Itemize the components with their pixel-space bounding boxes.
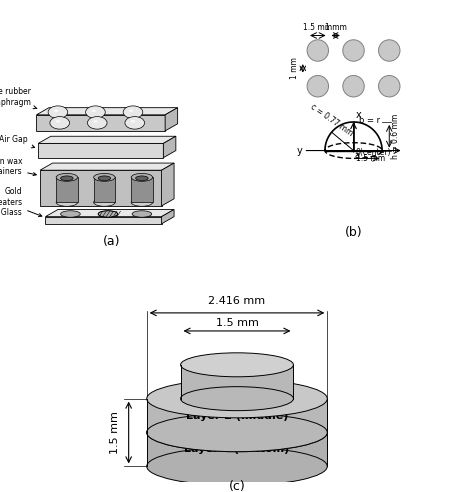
Polygon shape xyxy=(131,177,153,202)
Circle shape xyxy=(343,40,364,61)
Ellipse shape xyxy=(50,117,70,129)
Polygon shape xyxy=(46,216,162,224)
Polygon shape xyxy=(94,177,115,202)
Ellipse shape xyxy=(131,198,153,206)
Ellipse shape xyxy=(132,211,152,217)
Text: 1.5 mm: 1.5 mm xyxy=(109,411,119,454)
Text: 2.416 mm: 2.416 mm xyxy=(209,296,265,306)
Polygon shape xyxy=(40,170,162,206)
Text: c = 0.77 mm: c = 0.77 mm xyxy=(310,102,355,138)
Text: (b): (b) xyxy=(345,226,362,239)
Ellipse shape xyxy=(123,106,143,119)
Text: 1.5 mm: 1.5 mm xyxy=(216,317,258,328)
Circle shape xyxy=(379,40,400,61)
Ellipse shape xyxy=(56,120,60,123)
Ellipse shape xyxy=(48,106,68,119)
Polygon shape xyxy=(162,163,174,206)
Text: 0(center): 0(center) xyxy=(356,148,391,157)
Ellipse shape xyxy=(131,120,135,123)
Circle shape xyxy=(307,75,328,97)
Ellipse shape xyxy=(147,379,327,418)
Polygon shape xyxy=(38,136,176,143)
Text: (a): (a) xyxy=(103,235,120,247)
Text: Air Gap: Air Gap xyxy=(0,135,35,148)
Ellipse shape xyxy=(87,117,107,129)
Ellipse shape xyxy=(94,198,115,206)
Circle shape xyxy=(307,40,328,61)
Text: Gold
Heaters
on Glass: Gold Heaters on Glass xyxy=(0,187,42,217)
Polygon shape xyxy=(40,163,174,170)
Ellipse shape xyxy=(181,387,293,411)
Circle shape xyxy=(379,75,400,97)
Text: b = r: b = r xyxy=(358,116,380,124)
Text: 1 mm: 1 mm xyxy=(325,23,346,32)
Text: 1.5 mm: 1.5 mm xyxy=(356,154,385,163)
Polygon shape xyxy=(147,432,327,466)
Ellipse shape xyxy=(129,109,133,112)
Ellipse shape xyxy=(147,413,327,452)
Text: 1 mm: 1 mm xyxy=(290,58,299,79)
Text: Layer 2 (middle): Layer 2 (middle) xyxy=(186,411,288,421)
Polygon shape xyxy=(162,210,174,224)
Text: a: a xyxy=(355,152,360,160)
Polygon shape xyxy=(46,210,174,216)
Circle shape xyxy=(343,75,364,97)
Polygon shape xyxy=(165,108,178,131)
Polygon shape xyxy=(38,143,164,158)
Ellipse shape xyxy=(56,173,78,181)
Ellipse shape xyxy=(91,109,96,112)
Text: 1.5 mm: 1.5 mm xyxy=(303,23,332,32)
Ellipse shape xyxy=(98,176,110,181)
Polygon shape xyxy=(164,136,176,158)
Text: Layer 3 (top): Layer 3 (top) xyxy=(197,377,277,387)
Polygon shape xyxy=(147,399,327,432)
Polygon shape xyxy=(36,115,165,131)
Text: Layer 1 (bottom): Layer 1 (bottom) xyxy=(184,444,290,455)
Ellipse shape xyxy=(131,173,153,181)
Polygon shape xyxy=(56,177,78,202)
Ellipse shape xyxy=(125,117,145,129)
Text: x: x xyxy=(356,110,362,120)
Ellipse shape xyxy=(61,176,73,181)
Ellipse shape xyxy=(94,173,115,181)
Text: y: y xyxy=(296,146,302,156)
Text: Paraffin wax
Containers: Paraffin wax Containers xyxy=(0,157,36,176)
Ellipse shape xyxy=(56,198,78,206)
Ellipse shape xyxy=(86,106,105,119)
Ellipse shape xyxy=(136,176,148,181)
Polygon shape xyxy=(181,365,293,399)
Polygon shape xyxy=(36,108,178,115)
Ellipse shape xyxy=(93,120,98,123)
Ellipse shape xyxy=(147,413,327,452)
Ellipse shape xyxy=(54,109,58,112)
Ellipse shape xyxy=(181,353,293,377)
Ellipse shape xyxy=(98,211,118,217)
Text: Silicone rubber
Diaphragm: Silicone rubber Diaphragm xyxy=(0,87,36,109)
Text: (c): (c) xyxy=(228,480,246,492)
Ellipse shape xyxy=(147,447,327,486)
Ellipse shape xyxy=(61,211,80,217)
Text: h = 0.6 mm: h = 0.6 mm xyxy=(392,114,401,159)
